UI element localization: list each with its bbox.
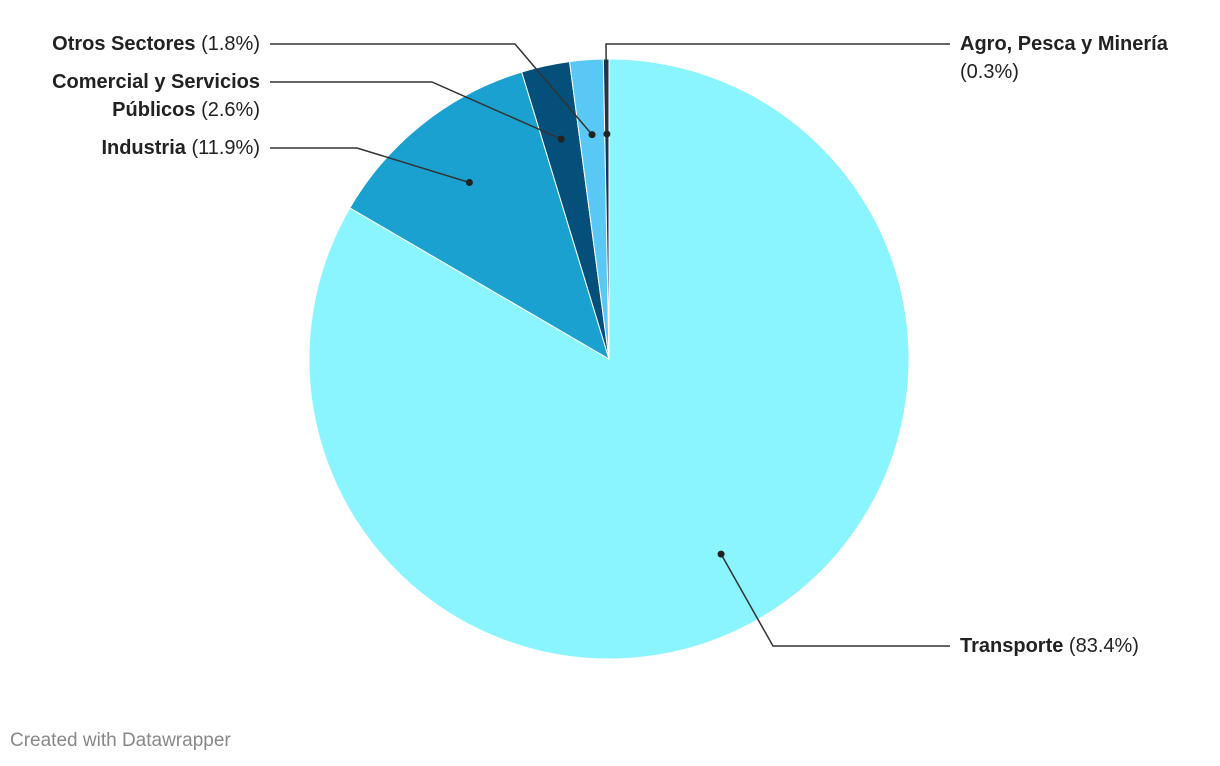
value-label: (83.4%)	[1068, 635, 1139, 657]
slice-label: Agro, Pesca y Minería (0.3%)	[960, 30, 1210, 86]
category-label: Transporte	[960, 635, 1064, 657]
leader-line	[720, 553, 950, 647]
slice-label: Transporte (83.4%)	[960, 632, 1210, 660]
value-label: (1.8%)	[201, 33, 260, 55]
category-label: Otros Sectores	[52, 33, 196, 55]
value-label: (0.3%)	[960, 61, 1019, 83]
value-label: (2.6%)	[201, 99, 260, 121]
slice-label: Otros Sectores (1.8%)	[15, 30, 260, 58]
slice	[349, 71, 610, 361]
leader-line	[270, 81, 562, 140]
credit: Created with Datawrapper	[10, 730, 231, 751]
slice-label: Comercial y Servicios Públicos (2.6%)	[15, 68, 260, 124]
leader-line	[270, 43, 593, 136]
category-label: Industria	[101, 137, 186, 159]
leader-line	[605, 43, 950, 135]
slice-label: Industria (11.9%)	[15, 134, 260, 162]
leader-dot	[588, 131, 596, 139]
category-label: Comercial y Servicios Públicos	[52, 71, 260, 121]
leader-dot	[603, 130, 611, 138]
category-label: Agro, Pesca y Minería	[960, 33, 1168, 55]
leader-dot	[717, 550, 725, 558]
leader-dot	[557, 135, 565, 143]
leader-line	[270, 147, 470, 184]
value-label: (11.9%)	[191, 137, 260, 159]
leader-dot	[465, 179, 473, 187]
